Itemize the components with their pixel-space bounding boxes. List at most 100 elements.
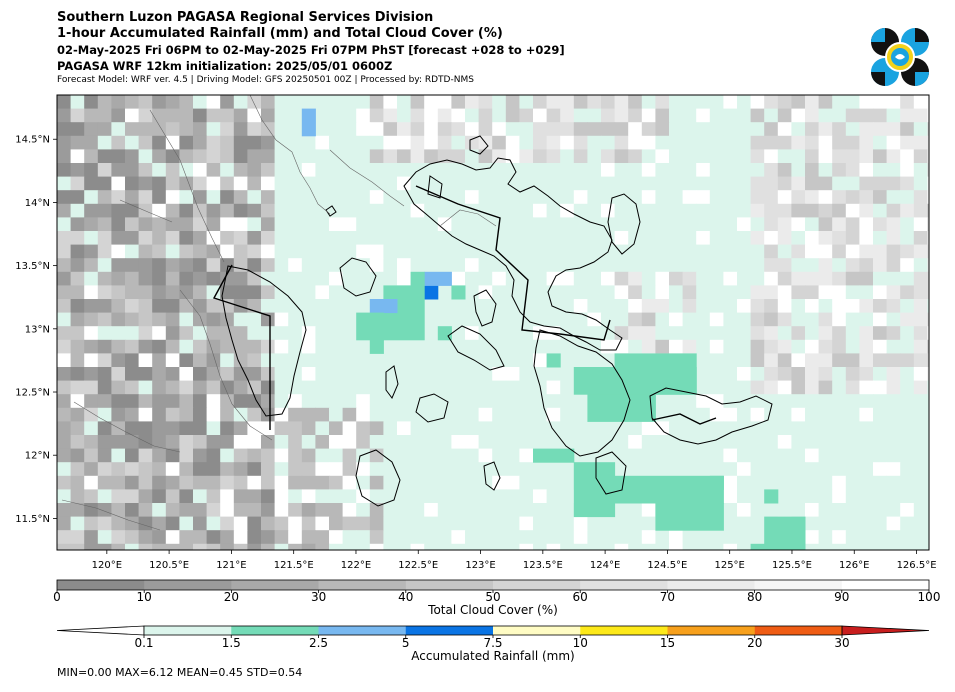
- grid-cell: [437, 258, 452, 273]
- grid-cell: [859, 394, 874, 409]
- grid-cell: [791, 407, 806, 422]
- grid-cell: [247, 326, 262, 341]
- grid-cell: [859, 231, 874, 246]
- grid-cell: [601, 258, 616, 273]
- grid-cell: [342, 163, 357, 178]
- grid-cell: [315, 394, 330, 409]
- grid-cell: [913, 312, 928, 327]
- grid-cell: [900, 258, 915, 273]
- grid-cell: [301, 203, 316, 218]
- grid-cell: [288, 176, 303, 191]
- grid-cell: [329, 503, 344, 518]
- grid-cell: [573, 407, 588, 422]
- grid-cell: [628, 516, 643, 531]
- grid-cell: [614, 163, 629, 178]
- grid-cell: [247, 258, 262, 273]
- grid-cell: [220, 163, 235, 178]
- grid-cell: [152, 407, 167, 422]
- grid-cell: [383, 231, 398, 246]
- grid-cell: [97, 543, 112, 550]
- grid-cell: [505, 299, 520, 314]
- grid-cell: [791, 258, 806, 273]
- grid-cell: [410, 448, 425, 463]
- rain-extend-low: [56, 625, 145, 636]
- grid-cell: [764, 217, 779, 232]
- grid-cell: [492, 503, 507, 518]
- grid-cell: [465, 503, 480, 518]
- grid-cell: [519, 380, 534, 395]
- grid-cell: [329, 380, 344, 395]
- grid-cell: [165, 258, 180, 273]
- grid-cell: [777, 217, 792, 232]
- grid-cell: [805, 421, 820, 436]
- grid-cell: [873, 462, 888, 477]
- grid-cell: [179, 407, 194, 422]
- grid-cell: [818, 176, 833, 191]
- grid-cell: [845, 326, 860, 341]
- grid-cell: [696, 258, 711, 273]
- rain-tick-label: 2.5: [309, 636, 328, 650]
- grid-cell: [152, 95, 167, 110]
- grid-cell: [465, 285, 480, 300]
- grid-cell: [791, 203, 806, 218]
- grid-cell: [519, 394, 534, 409]
- grid-cell: [845, 435, 860, 450]
- grid-cell: [383, 407, 398, 422]
- grid-cell: [152, 448, 167, 463]
- grid-cell: [451, 530, 466, 545]
- grid-cell: [682, 244, 697, 259]
- grid-cell: [832, 475, 847, 490]
- grid-cell: [193, 271, 208, 286]
- grid-cell: [886, 122, 901, 137]
- grid-cell: [247, 380, 262, 395]
- grid-cell: [641, 421, 656, 436]
- grid-cell: [138, 394, 153, 409]
- grid-cell: [138, 489, 153, 504]
- grid-cell: [288, 299, 303, 314]
- grid-cell: [601, 95, 616, 110]
- grid-cell: [369, 95, 384, 110]
- grid-cell: [451, 380, 466, 395]
- grid-cell: [165, 475, 180, 490]
- grid-cell: [138, 271, 153, 286]
- grid-cell: [220, 149, 235, 164]
- grid-cell: [587, 516, 602, 531]
- grid-cell: [587, 203, 602, 218]
- grid-cell: [152, 530, 167, 545]
- grid-cell: [288, 394, 303, 409]
- grid-cell: [274, 489, 289, 504]
- grid-cell: [342, 530, 357, 545]
- grid-cell: [451, 149, 466, 164]
- grid-cell: [465, 407, 480, 422]
- grid-cell: [573, 231, 588, 246]
- grid-cell: [641, 448, 656, 463]
- grid-cell: [750, 95, 765, 110]
- grid-cell: [152, 339, 167, 354]
- grid-cell: [424, 475, 439, 490]
- grid-cell: [900, 448, 915, 463]
- grid-cell: [111, 489, 126, 504]
- grid-cell: [342, 339, 357, 354]
- grid-cell: [859, 407, 874, 422]
- grid-cell: [57, 407, 72, 422]
- grid-cell: [288, 353, 303, 368]
- grid-cell: [342, 176, 357, 191]
- grid-cell: [152, 149, 167, 164]
- grid-cell: [777, 285, 792, 300]
- grid-cell: [301, 435, 316, 450]
- grid-cell: [84, 339, 99, 354]
- grid-cell: [125, 543, 140, 550]
- grid-cell: [125, 435, 140, 450]
- grid-cell: [301, 530, 316, 545]
- grid-cell: [97, 353, 112, 368]
- grid-cell: [57, 394, 72, 409]
- grid-cell: [709, 163, 724, 178]
- grid-cell: [138, 217, 153, 232]
- grid-cell: [832, 394, 847, 409]
- grid-cell: [424, 407, 439, 422]
- grid-cell: [451, 258, 466, 273]
- lat-tick-label: 13°N: [25, 324, 50, 335]
- grid-cell: [206, 543, 221, 550]
- grid-cell: [832, 339, 847, 354]
- grid-cell: [247, 190, 262, 205]
